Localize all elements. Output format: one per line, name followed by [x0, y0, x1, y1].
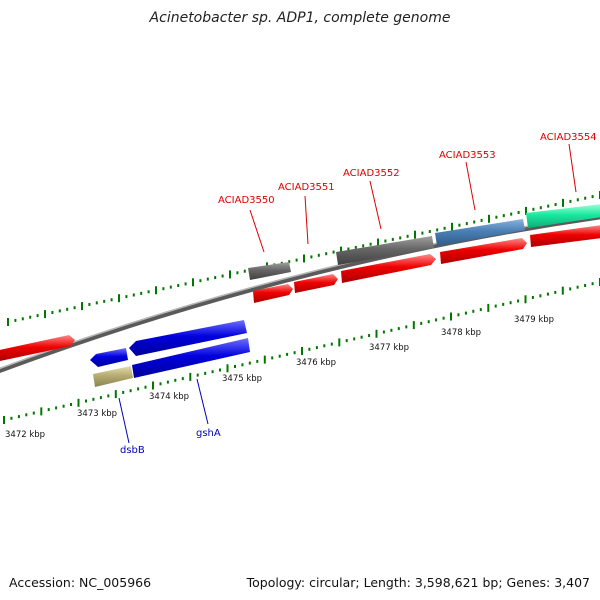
gene-label-aciad3551[interactable]: ACIAD3551 [278, 182, 335, 193]
reverse-features [90, 320, 250, 387]
scale-label: 3473 kbp [77, 409, 117, 419]
gene-label-aciad3552[interactable]: ACIAD3552 [343, 168, 400, 179]
feature-aciad3550[interactable] [248, 262, 291, 280]
gene-arrow-aciad3554[interactable] [530, 225, 600, 247]
leader-line-aciad3554 [568, 143, 577, 193]
scale-label: 3478 kbp [441, 328, 481, 338]
gene-label-aciad3550[interactable]: ACIAD3550 [218, 195, 275, 206]
backbone [0, 214, 600, 373]
scale-labels: 3472 kbp 3473 kbp 3474 kbp 3475 kbp 3476… [5, 315, 554, 440]
forward-features [0, 204, 600, 362]
gene-labels: ACIAD3550 ACIAD3551 ACIAD3552 ACIAD3553 … [120, 132, 597, 456]
scale-label: 3476 kbp [296, 358, 336, 368]
tick-row-lower [3, 278, 600, 424]
gene-arrow[interactable] [129, 320, 247, 356]
gene-arrow-aciad3551[interactable] [294, 274, 338, 293]
feature-aciad3553[interactable] [435, 219, 525, 246]
feature-aciad3552[interactable] [336, 236, 434, 265]
feature-dsbb[interactable] [93, 366, 133, 387]
scale-label: 3475 kbp [222, 374, 262, 384]
scale-label: 3479 kbp [514, 315, 554, 325]
tick-row-upper [7, 191, 600, 326]
leader-line-aciad3553 [465, 161, 476, 211]
leader-lines [118, 143, 577, 444]
leader-line-aciad3550 [249, 209, 265, 253]
scale-label: 3472 kbp [5, 430, 45, 440]
gene-label-aciad3554[interactable]: ACIAD3554 [540, 132, 597, 143]
gene-arrow-aciad3552[interactable] [341, 254, 436, 283]
leader-line-gsha [196, 378, 209, 425]
gene-label-dsbb[interactable]: dsbB [120, 445, 145, 456]
gene-arrow-gsha[interactable] [132, 338, 250, 378]
genome-summary-text: Topology: circular; Length: 3,598,621 bp… [246, 575, 590, 590]
gene-arrow-aciad3550[interactable] [253, 284, 293, 303]
feature-aciad3554[interactable] [526, 204, 600, 228]
leader-line-aciad3551 [304, 195, 309, 245]
map-title: Acinetobacter sp. ADP1, complete genome [149, 10, 451, 26]
gene-arrow[interactable] [0, 335, 75, 362]
scale-label: 3477 kbp [369, 343, 409, 353]
scale-label: 3474 kbp [149, 392, 189, 402]
gene-arrow-aciad3553[interactable] [440, 238, 527, 264]
gene-arrow-dsbb[interactable] [90, 348, 128, 367]
leader-line-aciad3552 [369, 180, 382, 230]
accession-text: Accession: NC_005966 [9, 575, 152, 590]
gene-label-aciad3553[interactable]: ACIAD3553 [439, 150, 496, 161]
leader-line-dsbb [118, 397, 130, 444]
gene-label-gsha[interactable]: gshA [196, 428, 221, 439]
